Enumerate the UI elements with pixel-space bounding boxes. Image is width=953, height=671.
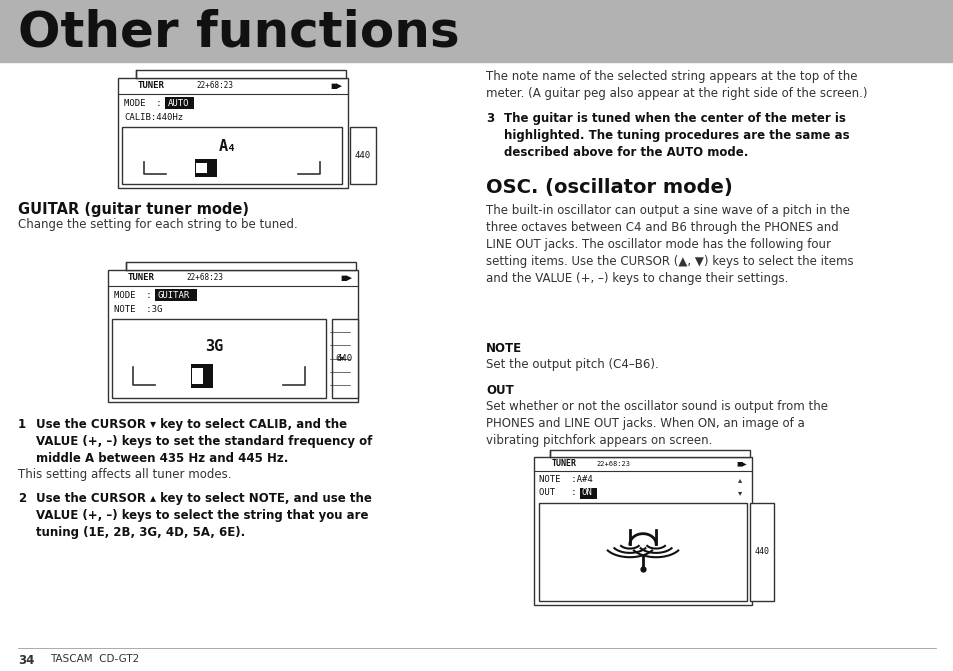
Bar [538, 503, 746, 601]
Text: 22+68:23: 22+68:23 [596, 461, 629, 467]
Text: NOTE  :A#4: NOTE :A#4 [538, 475, 592, 484]
Bar [136, 70, 346, 78]
Bar [108, 270, 357, 402]
Bar [195, 163, 207, 173]
Text: GUITAR (guitar tuner mode): GUITAR (guitar tuner mode) [18, 202, 249, 217]
Text: ▴: ▴ [737, 475, 741, 484]
Text: ■▶: ■▶ [339, 275, 352, 281]
Text: Set the output pitch (C4–B6).: Set the output pitch (C4–B6). [485, 358, 659, 371]
Text: This setting affects all tuner modes.: This setting affects all tuner modes. [18, 468, 232, 481]
Text: Other functions: Other functions [18, 8, 459, 56]
Text: GUITAR: GUITAR [157, 291, 190, 299]
Text: A₄: A₄ [218, 140, 236, 154]
Text: ■▶: ■▶ [735, 462, 746, 466]
Text: 22+68:23: 22+68:23 [186, 274, 223, 282]
Text: Use the CURSOR ▾ key to select CALIB, and the
VALUE (+, –) keys to set the stand: Use the CURSOR ▾ key to select CALIB, an… [36, 418, 372, 465]
Text: 440: 440 [754, 548, 769, 556]
Text: TUNER: TUNER [138, 81, 165, 91]
Text: Set whether or not the oscillator sound is output from the
PHONES and LINE OUT j: Set whether or not the oscillator sound … [485, 400, 827, 447]
Text: The guitar is tuned when the center of the meter is
highlighted. The tuning proc: The guitar is tuned when the center of t… [503, 112, 849, 159]
Text: The built-in oscillator can output a sine wave of a pitch in the
three octaves b: The built-in oscillator can output a sin… [485, 204, 853, 285]
Text: 440: 440 [355, 151, 371, 160]
Text: Change the setting for each string to be tuned.: Change the setting for each string to be… [18, 218, 297, 231]
Text: ▾: ▾ [737, 488, 741, 497]
Bar [126, 262, 355, 270]
Text: 6▾: 6▾ [335, 354, 344, 363]
Text: ON: ON [581, 488, 592, 497]
Text: OUT   :: OUT : [538, 488, 576, 497]
Text: 34: 34 [18, 654, 34, 667]
Bar [192, 368, 203, 384]
Text: TASCAM  CD-GT2: TASCAM CD-GT2 [50, 654, 139, 664]
Text: CALIB:440Hz: CALIB:440Hz [124, 113, 183, 121]
Bar [191, 364, 213, 388]
Text: OUT: OUT [485, 384, 514, 397]
Bar [122, 127, 341, 184]
Text: 22+68:23: 22+68:23 [195, 81, 233, 91]
Bar [534, 457, 751, 605]
Text: NOTE  :3G: NOTE :3G [113, 305, 162, 313]
Bar [165, 97, 194, 109]
Text: 1: 1 [18, 418, 26, 431]
Text: 2: 2 [18, 492, 26, 505]
Bar [155, 289, 196, 301]
Text: The note name of the selected string appears at the top of the
meter. (A guitar : The note name of the selected string app… [485, 70, 866, 100]
Bar [194, 159, 216, 177]
Bar [550, 450, 749, 457]
Text: Use the CURSOR ▴ key to select NOTE, and use the
VALUE (+, –) keys to select the: Use the CURSOR ▴ key to select NOTE, and… [36, 492, 372, 539]
Bar [350, 127, 375, 184]
Bar [579, 488, 597, 499]
Text: MODE  :: MODE : [124, 99, 161, 107]
Text: 3: 3 [485, 112, 494, 125]
Text: TUNER: TUNER [128, 274, 154, 282]
Text: 440: 440 [336, 354, 353, 363]
Text: TUNER: TUNER [552, 460, 577, 468]
Text: ■▶: ■▶ [330, 83, 341, 89]
Text: 3G: 3G [206, 339, 224, 354]
Bar [0, 0, 953, 62]
Bar [112, 319, 326, 398]
Text: OSC. (oscillator mode): OSC. (oscillator mode) [485, 178, 732, 197]
Bar [332, 319, 357, 398]
Bar [118, 78, 348, 188]
Bar [749, 503, 773, 601]
Text: MODE  :: MODE : [113, 291, 152, 299]
Text: AUTO: AUTO [167, 99, 189, 107]
Text: NOTE: NOTE [485, 342, 521, 355]
